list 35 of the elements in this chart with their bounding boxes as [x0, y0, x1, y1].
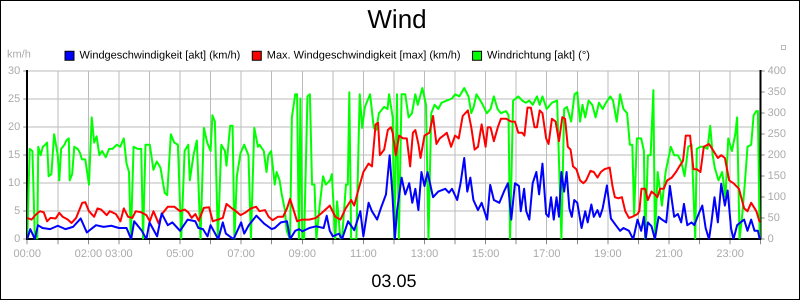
y-tick-label: 20 — [8, 121, 20, 134]
x-tick-label: 11:00 — [350, 248, 377, 260]
x-tick-label: 21:00 — [655, 248, 683, 260]
y-tick-label: 25 — [8, 93, 20, 106]
y-tick-label: 5 — [14, 205, 20, 218]
y2-tick-label: 100 — [768, 191, 786, 204]
x-tick-label: 00:00 — [13, 248, 41, 260]
y2-tick-label: 250 — [768, 128, 786, 140]
x-tick-label: 03:00 — [105, 248, 133, 260]
chart-title: Wind — [367, 4, 427, 34]
x-tick-label: 05:00 — [166, 248, 194, 260]
y2-tick-label: 300 — [768, 107, 786, 120]
x-tick-label: 19:00 — [594, 248, 622, 260]
legend-label: Windrichtung [akt] (°) — [487, 50, 590, 62]
y2-tick-label: 400 — [768, 65, 786, 78]
x-tick-label: 13:00 — [410, 248, 438, 260]
y-tick-label: 10 — [8, 177, 20, 190]
x-tick-label: 07:00 — [227, 248, 255, 260]
y-tick-label: 15 — [8, 149, 20, 162]
y2-tick-label: 50 — [768, 212, 780, 224]
legend-label: Max. Windgeschwindigkeit [max] (km/h) — [266, 50, 461, 62]
y-tick-label: 0 — [14, 233, 20, 246]
y2-tick-label: 350 — [768, 86, 786, 98]
x-tick-label: 02:00 — [74, 248, 102, 260]
x-tick-label: 09:00 — [288, 248, 316, 260]
y2-tick-label: 150 — [768, 170, 786, 182]
y2-tick-label: 0 — [768, 233, 774, 246]
legend-label: Windgeschwindigkeit [akt] (km/h) — [80, 50, 240, 62]
x-axis-title: 03.05 — [371, 271, 416, 292]
y2-tick-label: 200 — [768, 149, 786, 162]
x-tick-label: 15:00 — [472, 248, 500, 260]
y-axis-title: km/h — [7, 48, 31, 61]
y-tick-label: 30 — [8, 65, 20, 78]
x-tick-label: 17:00 — [532, 248, 560, 260]
x-tick-label: 23:00 — [716, 248, 744, 260]
